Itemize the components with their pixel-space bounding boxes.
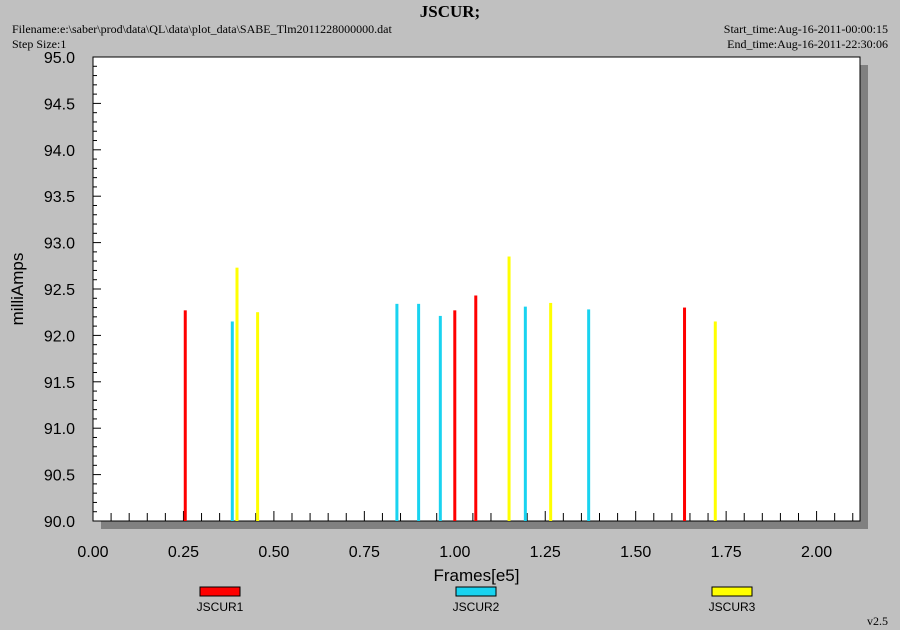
legend-label-jscur3: JSCUR3 — [709, 600, 756, 614]
x-tick-label: 1.25 — [530, 544, 561, 561]
y-tick-label: 91.5 — [44, 375, 75, 392]
y-tick-label: 95.0 — [44, 50, 75, 67]
bar-jscur2 — [230, 321, 234, 521]
x-tick-label: 1.00 — [439, 544, 470, 561]
end-time-label: End_time:Aug-16-2011-22:30:06 — [727, 37, 888, 51]
y-tick-label: 93.0 — [44, 236, 75, 253]
step-size-label: Step Size:1 — [12, 37, 67, 51]
y-tick-label: 90.0 — [44, 514, 75, 531]
bar-jscur1 — [683, 307, 687, 521]
bar-jscur1 — [474, 295, 478, 521]
bar-jscur3 — [256, 312, 260, 521]
y-axis-label: milliAmps — [8, 253, 27, 326]
y-tick-label: 93.5 — [44, 189, 75, 206]
start-time-label: Start_time:Aug-16-2011-00:00:15 — [723, 22, 888, 36]
bar-jscur3 — [507, 256, 511, 521]
y-tick-label: 94.0 — [44, 143, 75, 160]
chart-title: JSCUR; — [419, 2, 481, 21]
bar-jscur3 — [549, 302, 553, 521]
x-axis-label: Frames[e5] — [434, 566, 520, 585]
y-tick-label: 94.5 — [44, 96, 75, 113]
bar-jscur2 — [395, 303, 399, 521]
x-tick-label: 0.00 — [77, 544, 108, 561]
y-tick-label: 92.5 — [44, 282, 75, 299]
x-tick-label: 0.75 — [349, 544, 380, 561]
bar-jscur2 — [438, 315, 442, 521]
x-tick-label: 0.25 — [168, 544, 199, 561]
bar-jscur2 — [417, 303, 421, 521]
x-tick-label: 1.50 — [620, 544, 651, 561]
version-label: v2.5 — [867, 614, 888, 628]
bar-jscur3 — [235, 267, 239, 521]
bar-jscur2 — [587, 309, 591, 521]
y-tick-label: 91.0 — [44, 421, 75, 438]
legend-swatch-jscur2 — [455, 586, 497, 597]
bar-jscur3 — [713, 321, 717, 521]
bar-jscur1 — [453, 310, 457, 521]
bar-jscur2 — [523, 306, 527, 521]
bar-jscur1 — [183, 310, 187, 521]
legend-label-jscur2: JSCUR2 — [453, 600, 500, 614]
filename-label: Filename:e:\saber\prod\data\QL\data\plot… — [12, 22, 392, 36]
x-tick-label: 0.50 — [258, 544, 289, 561]
y-tick-label: 92.0 — [44, 328, 75, 345]
x-tick-label: 1.75 — [711, 544, 742, 561]
legend-label-jscur1: JSCUR1 — [197, 600, 244, 614]
legend-swatch-jscur3 — [711, 586, 753, 597]
legend-swatch-jscur1 — [199, 586, 241, 597]
y-tick-label: 90.5 — [44, 468, 75, 485]
x-tick-label: 2.00 — [801, 544, 832, 561]
